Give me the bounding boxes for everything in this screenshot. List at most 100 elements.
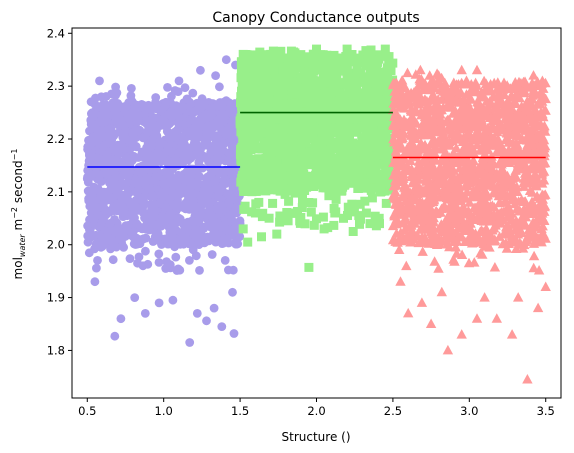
data-point bbox=[119, 121, 129, 131]
data-point bbox=[237, 173, 247, 183]
data-point bbox=[301, 138, 311, 148]
data-point bbox=[520, 121, 531, 131]
data-point bbox=[292, 164, 302, 174]
data-point bbox=[312, 44, 321, 54]
data-point bbox=[89, 215, 99, 225]
data-point bbox=[501, 98, 512, 108]
data-point bbox=[247, 103, 257, 113]
data-point bbox=[300, 219, 310, 229]
data-point bbox=[430, 141, 441, 152]
data-point bbox=[121, 179, 131, 189]
data-point bbox=[201, 237, 211, 247]
data-point bbox=[318, 127, 328, 137]
data-point bbox=[364, 120, 374, 130]
data-point bbox=[491, 168, 502, 178]
data-point bbox=[431, 208, 442, 219]
data-point bbox=[446, 224, 458, 235]
data-point bbox=[189, 229, 199, 239]
data-point bbox=[346, 57, 356, 67]
data-point bbox=[528, 250, 540, 261]
data-point bbox=[133, 126, 143, 136]
data-point bbox=[310, 125, 320, 135]
data-point bbox=[229, 329, 239, 338]
data-point bbox=[397, 75, 408, 85]
data-point bbox=[500, 237, 512, 248]
data-point bbox=[352, 63, 362, 73]
data-point bbox=[421, 165, 432, 176]
data-point bbox=[449, 256, 460, 266]
data-point bbox=[318, 168, 327, 178]
data-point bbox=[260, 57, 269, 67]
data-point bbox=[323, 68, 333, 78]
data-point bbox=[372, 86, 382, 96]
data-point bbox=[250, 178, 260, 188]
data-point bbox=[456, 231, 468, 242]
data-point bbox=[124, 154, 134, 164]
data-point bbox=[383, 103, 392, 113]
data-point bbox=[219, 169, 228, 179]
data-point bbox=[422, 129, 433, 140]
data-point bbox=[103, 227, 112, 237]
data-point bbox=[198, 163, 207, 173]
data-point bbox=[116, 197, 126, 207]
data-point bbox=[359, 88, 369, 98]
data-point bbox=[130, 176, 140, 186]
data-point bbox=[483, 231, 494, 241]
data-point bbox=[258, 178, 268, 188]
data-point bbox=[439, 149, 450, 159]
data-point bbox=[195, 266, 204, 275]
data-point bbox=[94, 102, 103, 112]
data-point bbox=[362, 58, 372, 68]
data-point bbox=[345, 133, 354, 143]
data-point bbox=[183, 188, 193, 198]
data-point bbox=[412, 202, 423, 212]
data-point bbox=[308, 49, 318, 59]
data-point bbox=[457, 174, 468, 184]
data-point bbox=[259, 140, 269, 150]
data-point bbox=[286, 113, 296, 123]
data-point bbox=[283, 68, 293, 77]
data-point bbox=[107, 129, 117, 139]
data-point bbox=[194, 215, 204, 225]
data-point bbox=[389, 111, 400, 121]
data-point bbox=[481, 223, 492, 233]
data-point bbox=[249, 160, 259, 170]
data-point bbox=[228, 287, 237, 297]
data-point bbox=[331, 186, 341, 196]
data-point bbox=[334, 100, 344, 110]
data-point bbox=[237, 59, 246, 69]
data-point bbox=[365, 93, 375, 103]
data-point bbox=[240, 146, 250, 156]
data-point bbox=[273, 161, 283, 171]
data-point bbox=[241, 98, 251, 108]
data-point bbox=[333, 144, 343, 154]
data-point bbox=[390, 175, 401, 185]
data-point bbox=[496, 206, 507, 217]
data-point bbox=[399, 188, 410, 199]
series-square bbox=[235, 44, 398, 272]
data-point bbox=[537, 147, 548, 158]
data-point bbox=[329, 220, 339, 230]
data-point bbox=[293, 207, 302, 216]
data-point bbox=[221, 129, 231, 139]
data-point bbox=[412, 164, 423, 175]
data-point bbox=[354, 111, 364, 121]
data-point bbox=[231, 219, 241, 229]
data-point bbox=[320, 84, 330, 94]
data-point bbox=[353, 168, 363, 178]
data-point bbox=[238, 49, 248, 59]
data-point bbox=[477, 188, 489, 199]
data-point bbox=[284, 184, 294, 194]
data-point bbox=[528, 87, 539, 97]
data-point bbox=[281, 99, 291, 109]
data-point bbox=[493, 190, 504, 201]
data-point bbox=[309, 220, 319, 230]
data-point bbox=[388, 180, 399, 191]
data-point bbox=[539, 105, 551, 115]
data-point bbox=[481, 78, 492, 88]
data-point bbox=[304, 262, 314, 272]
data-point bbox=[325, 146, 335, 156]
data-point bbox=[468, 147, 480, 158]
data-point bbox=[415, 127, 426, 137]
data-point bbox=[501, 127, 512, 137]
